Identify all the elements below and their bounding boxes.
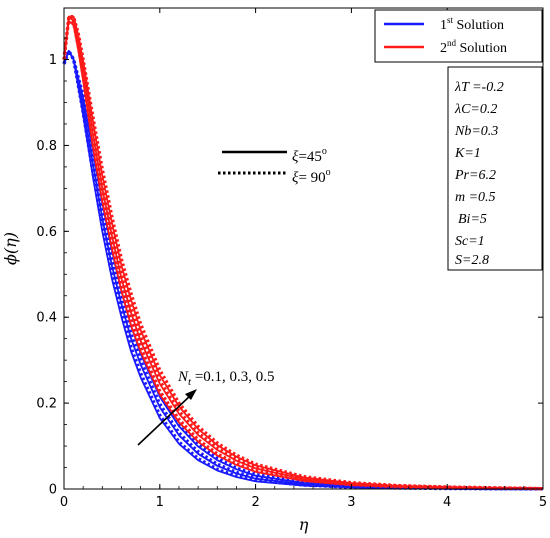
param-lambda-t: λT =-0.2 (454, 80, 504, 95)
param-s: S=2.8 (455, 253, 489, 268)
legend-entry-2nd-solution: 2nd Solution (440, 38, 507, 56)
param-lambda-c: λC=0.2 (454, 102, 497, 117)
nt-arrow-head (185, 389, 197, 400)
param-sc: Sc=1 (455, 234, 485, 249)
legend: 1st Solution 2nd Solution (374, 9, 543, 63)
nt-annotation-label: Nt =0.1, 0.3, 0.5 (177, 369, 275, 388)
series-line-solution-2-xi-90-nt-0p1 (62, 17, 544, 491)
y-tick-label: 0.4 (36, 311, 57, 326)
x-tick-label: 5 (539, 495, 547, 510)
line-style-label-xi-90: ξ= 90o (292, 167, 331, 186)
series-layer (62, 15, 544, 491)
x-tick-label: 1 (156, 495, 164, 510)
param-m: m =0.5 (455, 190, 496, 205)
nt-annotation: Nt =0.1, 0.3, 0.5 (137, 369, 275, 446)
legend-entry-1st-solution: 1st Solution (440, 15, 504, 33)
x-axis-title: η (299, 515, 309, 534)
plot-frame (63, 7, 544, 490)
axes-layer: 0 1 2 3 4 5 0 0.2 0.4 0.6 0.8 1 (36, 7, 547, 510)
param-k: K=1 (454, 146, 481, 161)
line-style-label-xi-45: ξ=45o (292, 146, 327, 165)
parameter-box-frame (447, 66, 543, 271)
x-tick-label: 2 (251, 495, 259, 510)
x-tick-label: 3 (347, 495, 355, 510)
legend-box (374, 9, 543, 63)
y-tick-label: 0.8 (36, 139, 57, 154)
y-tick-label: 0.2 (36, 397, 57, 412)
param-pr: Pr=6.2 (454, 168, 496, 183)
param-nb: Nb=0.3 (454, 124, 498, 139)
y-tick-label: 1 (49, 53, 57, 68)
line-style-legend: ξ=45o ξ= 90o (218, 146, 331, 186)
param-bi: Bi=5 (458, 212, 487, 227)
x-tick-label: 0 (60, 495, 68, 510)
y-tick-label: 0 (49, 483, 57, 498)
nt-arrow-shaft (137, 394, 192, 446)
x-tick-label: 4 (443, 495, 451, 510)
y-axis-title: ϕ(η) (1, 232, 20, 265)
series-line-solution-2-xi-90-nt-0p3 (62, 15, 544, 491)
y-tick-label: 0.6 (36, 225, 57, 240)
parameter-box: λT =-0.2 λC=0.2 Nb=0.3 K=1 Pr=6.2 m =0.5… (447, 66, 543, 271)
